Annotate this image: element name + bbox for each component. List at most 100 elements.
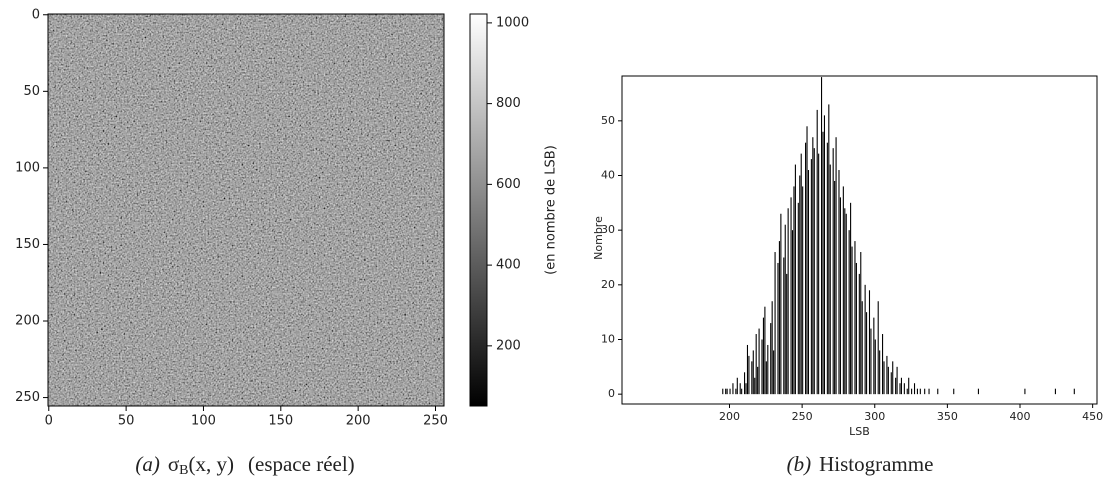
y-tick-label: 0 xyxy=(32,7,40,22)
histogram-bar xyxy=(786,273,788,395)
histogram-bar xyxy=(834,180,836,395)
histogram-bar xyxy=(746,344,749,395)
histogram-bar xyxy=(722,388,724,395)
histogram-bar xyxy=(729,388,731,395)
histogram-bar xyxy=(864,284,866,395)
caption-text: (espace réel) xyxy=(248,452,355,476)
x-axis-label: LSB xyxy=(849,425,870,438)
caption-a: (a) σB(x, y) (espace réel) xyxy=(135,452,354,478)
histogram-bar xyxy=(745,383,747,395)
histogram-bar xyxy=(735,388,737,395)
x-tick-label: 250 xyxy=(792,410,813,423)
histogram-bar xyxy=(903,383,905,395)
histogram-bar xyxy=(784,224,786,395)
y-tick-label: 20 xyxy=(601,278,615,291)
histogram-bar xyxy=(826,142,828,395)
y-tick-label: 200 xyxy=(15,314,40,329)
histogram-bar xyxy=(787,208,789,395)
colorbar-tick-label: 400 xyxy=(496,258,521,273)
caption-label: (b) xyxy=(787,452,812,476)
caption-symbol: σ xyxy=(168,452,179,476)
histogram-bar xyxy=(758,328,760,395)
x-tick-label: 0 xyxy=(45,414,53,429)
y-tick-label: 40 xyxy=(601,168,615,181)
histogram-bar xyxy=(919,388,921,395)
x-tick-label: 200 xyxy=(719,410,740,423)
histogram-bar xyxy=(877,301,879,395)
histogram-bar xyxy=(829,164,831,395)
histogram-bar xyxy=(764,306,766,395)
colorbar-tick-label: 800 xyxy=(496,96,521,111)
histogram-bar xyxy=(848,230,850,395)
histogram-bar xyxy=(977,388,979,395)
histogram-bar xyxy=(821,77,823,395)
histogram-bar xyxy=(800,153,802,395)
histogram-bar xyxy=(791,230,794,395)
histogram-bar xyxy=(1073,388,1075,395)
y-tick-label: 250 xyxy=(15,390,40,405)
colorbar-label: (en nombre de LSB) xyxy=(544,145,559,275)
histogram-bar xyxy=(873,317,875,395)
histogram-bar xyxy=(911,388,913,395)
histogram-bar xyxy=(838,170,840,395)
histogram-bar xyxy=(908,377,910,395)
histogram-bar xyxy=(774,252,776,395)
y-tick-label: 0 xyxy=(608,387,615,400)
histogram-bar xyxy=(916,388,918,395)
histogram-bar xyxy=(835,137,837,395)
colorbar-tick-label: 600 xyxy=(496,177,521,192)
histogram-bar xyxy=(771,301,773,395)
histogram-bar xyxy=(854,241,856,395)
histogram-bar xyxy=(882,334,884,395)
histogram-bar xyxy=(823,115,826,395)
caption-text: Histogramme xyxy=(819,452,933,476)
histogram-bar xyxy=(839,197,841,395)
histogram-bar xyxy=(832,148,834,395)
caption-label: (a) xyxy=(135,452,160,476)
histogram-bar xyxy=(868,290,871,395)
histogram-bar xyxy=(937,388,939,395)
histogram-bar xyxy=(870,328,872,395)
caption-args: (x, y) xyxy=(189,452,235,476)
histogram-bar xyxy=(761,339,763,395)
histogram-bar xyxy=(741,388,743,395)
histogram-bar xyxy=(770,323,772,395)
histogram-bar xyxy=(793,186,795,395)
histogram-bar xyxy=(845,213,847,395)
histogram-bar xyxy=(752,350,754,395)
histogram-bar xyxy=(1054,388,1056,395)
x-tick-label: 100 xyxy=(191,414,216,429)
histogram-bar xyxy=(895,377,897,395)
y-tick-label: 10 xyxy=(601,332,615,345)
histogram-bar xyxy=(822,131,824,395)
histogram-bar xyxy=(777,262,779,395)
histogram-bar xyxy=(757,366,759,395)
histogram-bar xyxy=(805,142,807,395)
histogram-bar xyxy=(799,175,801,395)
y-axis-label: Nombre xyxy=(592,216,605,260)
histogram-bar xyxy=(866,312,868,395)
histogram-bar xyxy=(887,366,889,395)
histogram-bar xyxy=(780,213,782,395)
histogram-bar xyxy=(886,355,888,395)
y-tick-label: 100 xyxy=(15,160,40,175)
colorbar-tick-label: 200 xyxy=(496,338,521,353)
histogram-bar xyxy=(879,350,881,395)
histogram-bar xyxy=(765,361,767,395)
histogram-bar xyxy=(850,202,852,395)
x-tick-label: 250 xyxy=(423,414,448,429)
y-tick-label: 50 xyxy=(23,84,40,99)
histogram-bar xyxy=(773,350,775,395)
caption-subscript: B xyxy=(179,463,188,478)
histogram-bar xyxy=(725,388,727,395)
histogram-bar xyxy=(900,377,902,395)
x-tick-label: 50 xyxy=(118,414,135,429)
histogram-bar xyxy=(924,388,926,395)
y-tick-label: 150 xyxy=(15,237,40,252)
histogram-bar xyxy=(794,164,796,395)
histogram-bar xyxy=(928,388,930,395)
x-tick-label: 150 xyxy=(268,414,293,429)
histogram-bar xyxy=(762,317,764,395)
histogram-bar xyxy=(860,252,862,395)
